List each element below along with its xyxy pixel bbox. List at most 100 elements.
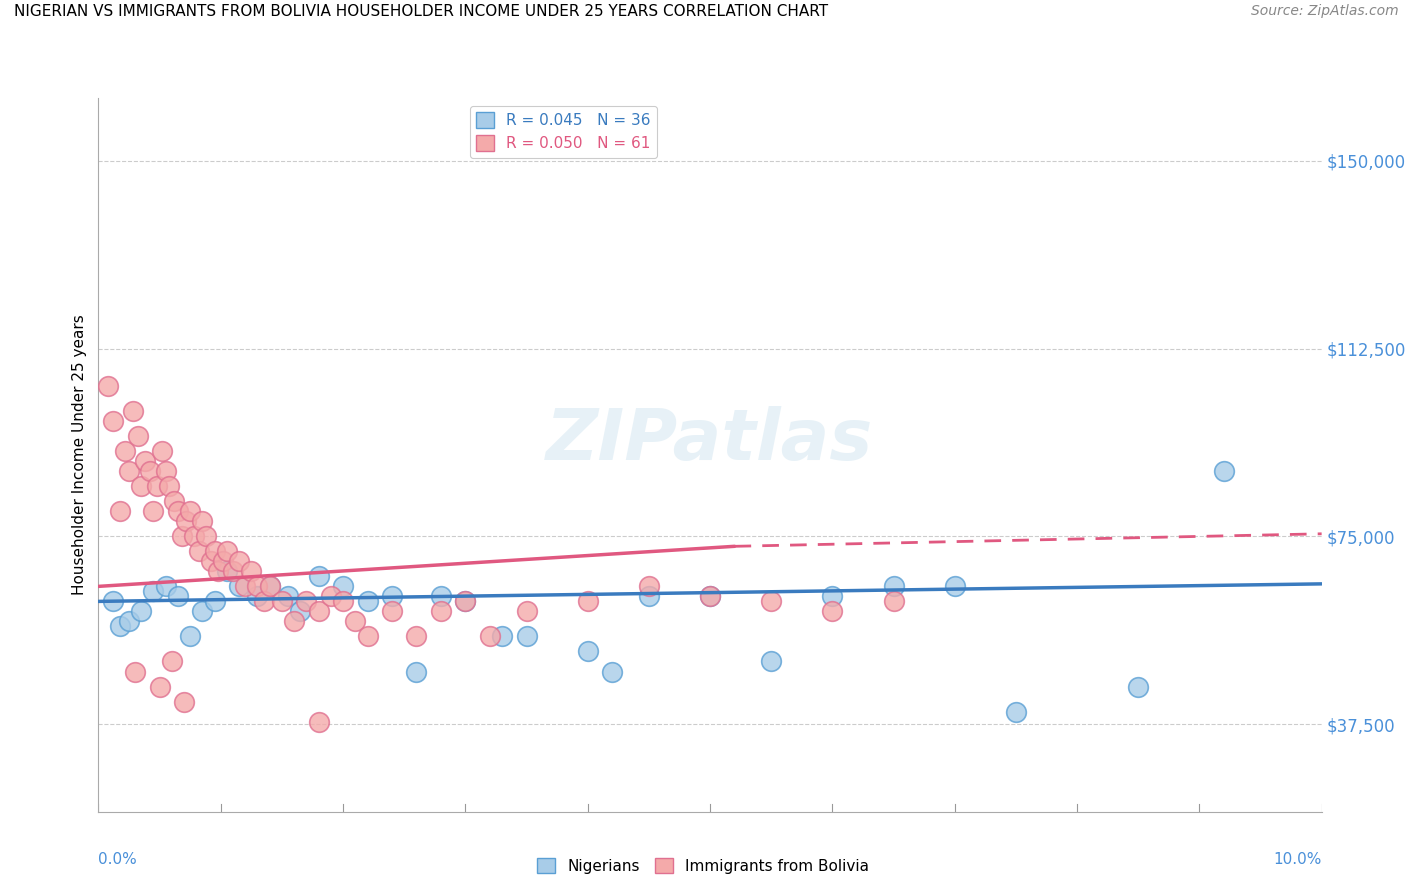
- Point: [163, 494, 186, 508]
- Point: [233, 579, 256, 593]
- Point: [381, 590, 404, 604]
- Point: [259, 579, 281, 593]
- Point: [146, 479, 169, 493]
- Point: [576, 644, 599, 658]
- Point: [405, 665, 427, 679]
- Point: [761, 655, 783, 669]
- Point: [129, 604, 152, 618]
- Point: [761, 594, 783, 608]
- Point: [142, 504, 165, 518]
- Point: [134, 454, 156, 468]
- Point: [222, 565, 245, 579]
- Point: [179, 630, 201, 644]
- Point: [699, 590, 721, 604]
- Point: [101, 414, 124, 428]
- Point: [110, 619, 132, 633]
- Point: [1128, 680, 1150, 694]
- Point: [139, 464, 162, 478]
- Point: [155, 579, 177, 593]
- Point: [638, 579, 661, 593]
- Point: [176, 514, 198, 528]
- Point: [454, 594, 477, 608]
- Point: [215, 565, 238, 579]
- Point: [204, 594, 226, 608]
- Point: [101, 594, 124, 608]
- Point: [308, 569, 330, 583]
- Point: [179, 504, 201, 518]
- Point: [638, 590, 661, 604]
- Point: [943, 579, 966, 593]
- Point: [228, 554, 250, 568]
- Point: [883, 594, 905, 608]
- Point: [600, 665, 623, 679]
- Point: [699, 590, 721, 604]
- Point: [173, 694, 195, 708]
- Point: [167, 504, 190, 518]
- Point: [270, 594, 294, 608]
- Point: [405, 630, 427, 644]
- Point: [491, 630, 513, 644]
- Point: [124, 665, 146, 679]
- Text: ZIPatlas: ZIPatlas: [547, 406, 873, 475]
- Point: [883, 579, 905, 593]
- Point: [118, 615, 141, 629]
- Point: [191, 514, 214, 528]
- Point: [246, 579, 269, 593]
- Point: [142, 584, 165, 599]
- Point: [478, 630, 501, 644]
- Point: [259, 579, 281, 593]
- Text: Source: ZipAtlas.com: Source: ZipAtlas.com: [1251, 4, 1399, 19]
- Point: [290, 604, 312, 618]
- Point: [155, 464, 177, 478]
- Point: [277, 590, 299, 604]
- Point: [308, 714, 330, 729]
- Point: [576, 594, 599, 608]
- Point: [319, 590, 342, 604]
- Point: [821, 590, 844, 604]
- Point: [821, 604, 844, 618]
- Point: [215, 544, 238, 558]
- Point: [430, 604, 453, 618]
- Point: [454, 594, 477, 608]
- Point: [295, 594, 318, 608]
- Y-axis label: Householder Income Under 25 years: Householder Income Under 25 years: [72, 315, 87, 595]
- Point: [283, 615, 305, 629]
- Point: [1212, 464, 1234, 478]
- Point: [149, 680, 172, 694]
- Point: [207, 565, 229, 579]
- Text: 10.0%: 10.0%: [1274, 852, 1322, 867]
- Point: [121, 404, 143, 418]
- Point: [129, 479, 152, 493]
- Point: [195, 529, 218, 543]
- Point: [160, 655, 183, 669]
- Point: [183, 529, 205, 543]
- Point: [240, 565, 263, 579]
- Point: [344, 615, 367, 629]
- Point: [157, 479, 180, 493]
- Point: [516, 630, 538, 644]
- Point: [187, 544, 209, 558]
- Point: [356, 594, 378, 608]
- Point: [1004, 705, 1026, 719]
- Point: [127, 429, 149, 443]
- Point: [252, 594, 274, 608]
- Point: [170, 529, 193, 543]
- Point: [430, 590, 453, 604]
- Point: [212, 554, 235, 568]
- Point: [150, 444, 173, 458]
- Point: [191, 604, 214, 618]
- Point: [204, 544, 226, 558]
- Point: [332, 594, 354, 608]
- Point: [516, 604, 538, 618]
- Point: [114, 444, 136, 458]
- Point: [381, 604, 404, 618]
- Point: [200, 554, 222, 568]
- Point: [308, 604, 330, 618]
- Point: [356, 630, 378, 644]
- Point: [246, 590, 269, 604]
- Point: [332, 579, 354, 593]
- Point: [97, 379, 120, 393]
- Legend: R = 0.045   N = 36, R = 0.050   N = 61: R = 0.045 N = 36, R = 0.050 N = 61: [470, 106, 657, 158]
- Point: [228, 579, 250, 593]
- Legend: Nigerians, Immigrants from Bolivia: Nigerians, Immigrants from Bolivia: [530, 852, 876, 880]
